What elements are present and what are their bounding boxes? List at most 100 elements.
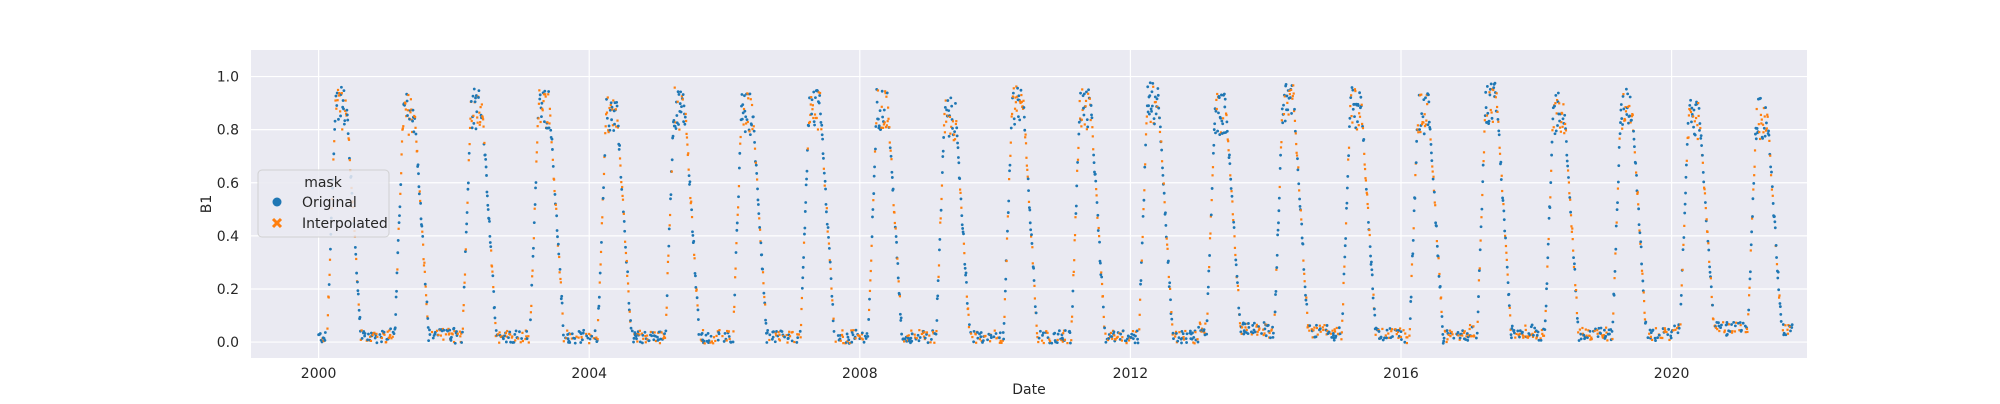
original-point — [1632, 129, 1635, 133]
original-point — [1510, 324, 1514, 328]
interpolated-point — [869, 269, 872, 273]
interpolated-point — [943, 131, 947, 134]
original-point — [450, 335, 453, 339]
interpolated-point — [467, 159, 470, 162]
original-point — [898, 312, 902, 316]
interpolated-point — [396, 268, 399, 271]
interpolated-point — [536, 125, 539, 128]
interpolated-point — [478, 123, 481, 126]
original-point — [1028, 221, 1032, 225]
interpolated-point — [809, 103, 812, 106]
interpolated-point — [1422, 121, 1425, 124]
interpolated-point — [580, 335, 583, 339]
interpolated-point — [725, 339, 728, 342]
original-point — [323, 339, 327, 342]
interpolated-point — [1568, 192, 1571, 195]
interpolated-point — [1335, 326, 1338, 330]
original-point — [1221, 122, 1225, 126]
interpolated-point — [1424, 123, 1428, 126]
original-point — [534, 186, 537, 190]
original-point — [1280, 107, 1284, 111]
original-point — [339, 114, 342, 118]
original-point — [1272, 331, 1275, 335]
original-point — [1212, 128, 1216, 131]
interpolated-point — [1303, 280, 1306, 283]
original-point — [1029, 228, 1033, 232]
interpolated-point — [1262, 333, 1265, 337]
interpolated-point — [1014, 101, 1017, 104]
original-point — [423, 282, 427, 286]
interpolated-point — [1209, 232, 1212, 235]
interpolated-point — [758, 228, 762, 231]
original-point — [378, 333, 382, 336]
original-point — [1683, 211, 1687, 215]
original-point — [488, 241, 492, 244]
original-point — [1131, 337, 1135, 341]
interpolated-point — [1502, 203, 1505, 206]
interpolated-point — [1022, 99, 1025, 102]
original-point — [1136, 337, 1139, 341]
original-point — [1098, 240, 1101, 244]
original-point — [1276, 228, 1280, 232]
original-point — [1543, 319, 1547, 323]
interpolated-point — [1753, 174, 1756, 177]
interpolated-point — [1710, 295, 1713, 299]
interpolated-point — [1089, 118, 1092, 122]
interpolated-point — [1569, 214, 1573, 217]
interpolated-point — [1636, 192, 1639, 195]
interpolated-point — [555, 207, 558, 210]
interpolated-point — [1315, 326, 1318, 330]
x-axis-label: Date — [1012, 382, 1045, 398]
original-point — [1205, 332, 1209, 336]
original-point — [1496, 117, 1500, 121]
interpolated-point — [1716, 328, 1719, 331]
original-point — [854, 328, 858, 332]
original-point — [477, 89, 481, 93]
original-point — [1314, 335, 1318, 339]
original-point — [758, 226, 762, 229]
interpolated-point — [885, 95, 888, 98]
original-point — [333, 127, 337, 131]
original-point — [1253, 330, 1257, 334]
original-point — [950, 104, 954, 108]
interpolated-point — [1605, 331, 1608, 334]
original-point — [1087, 88, 1090, 92]
interpolated-point — [1747, 313, 1750, 316]
original-point — [397, 221, 401, 225]
original-point — [1569, 210, 1573, 214]
interpolated-point — [1735, 321, 1738, 324]
original-point — [486, 208, 490, 211]
interpolated-point — [1010, 112, 1014, 116]
original-point — [543, 89, 547, 93]
original-point — [1770, 170, 1773, 174]
interpolated-point — [409, 111, 412, 114]
interpolated-point — [339, 110, 342, 113]
original-point — [972, 340, 976, 344]
interpolated-point — [529, 311, 532, 314]
original-point — [1442, 339, 1446, 343]
original-point — [873, 165, 876, 169]
original-point — [1197, 325, 1201, 329]
interpolated-point — [721, 335, 724, 338]
original-point — [965, 280, 968, 284]
original-point — [1481, 180, 1485, 184]
interpolated-point — [666, 272, 669, 275]
original-point — [1682, 236, 1686, 239]
interpolated-point — [1291, 94, 1294, 98]
original-point — [1362, 138, 1366, 141]
original-point — [1156, 87, 1160, 90]
interpolated-point — [418, 190, 421, 193]
interpolated-point — [1682, 243, 1685, 246]
interpolated-point — [892, 204, 895, 207]
original-point — [1543, 328, 1547, 332]
interpolated-point — [1216, 92, 1219, 96]
original-point — [1348, 125, 1351, 129]
interpolated-point — [1766, 113, 1769, 116]
interpolated-point — [1546, 265, 1549, 268]
original-point — [994, 332, 998, 335]
interpolated-point — [1433, 201, 1436, 204]
interpolated-point — [1113, 334, 1116, 337]
original-point — [731, 340, 735, 344]
interpolated-point — [1319, 330, 1322, 333]
original-point — [1612, 293, 1616, 297]
